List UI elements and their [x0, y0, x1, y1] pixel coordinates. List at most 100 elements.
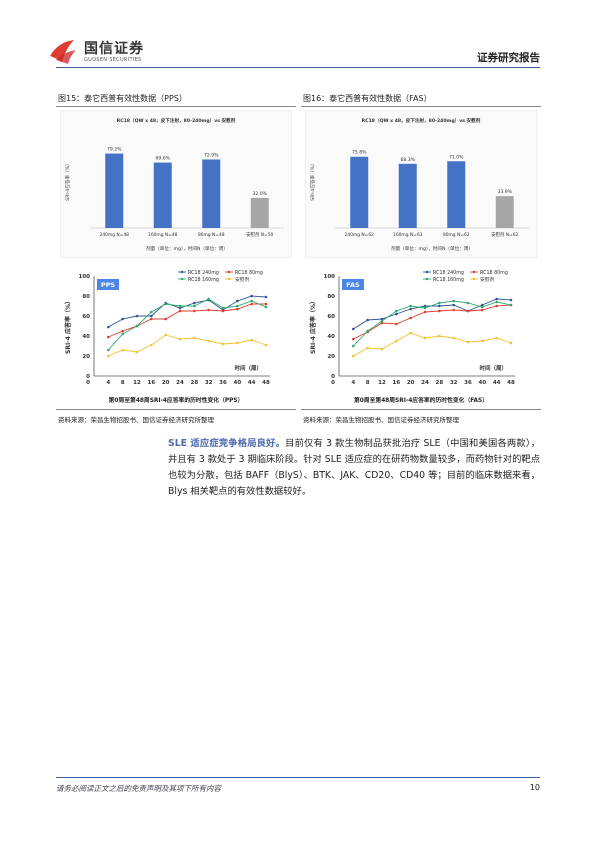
legend-label: RC18 80mg [235, 270, 263, 276]
data-point [178, 306, 182, 310]
legend-marker [472, 277, 476, 281]
data-point [164, 317, 167, 321]
data-point [481, 305, 484, 309]
data-point [178, 309, 182, 313]
data-point [438, 301, 441, 305]
bar [153, 162, 172, 228]
y-tick-label: 0 [331, 374, 335, 380]
data-point [380, 317, 384, 321]
chart-frame [305, 110, 537, 258]
x-tick-label: 16 [148, 380, 156, 386]
logo-mark-icon [50, 40, 76, 64]
data-point [509, 298, 513, 302]
data-point [452, 308, 455, 312]
data-point [452, 299, 455, 303]
x-tick-label: 24 [176, 380, 184, 386]
data-point [121, 317, 124, 321]
x-tick-label: 20 [162, 380, 170, 386]
x-tick-label: 160mg N=63 [393, 232, 423, 238]
data-point [164, 302, 167, 306]
data-point [466, 301, 470, 305]
report-type: 证券研究报告 [477, 52, 540, 64]
data-point [193, 309, 196, 313]
data-point [409, 316, 412, 320]
x-tick-label: 240mg N=48 [100, 232, 130, 238]
legend-label: RC18 80mg [480, 270, 508, 276]
legend-marker [472, 270, 476, 274]
data-point [380, 321, 384, 325]
bar-value-label: 33.9% [497, 189, 512, 195]
logo: 国信证券 GUOSEN SECURITIES [48, 36, 168, 70]
x-tick-label: 28 [191, 380, 199, 386]
data-point [135, 314, 139, 318]
data-point [423, 306, 427, 310]
x-tick-label: 4 [351, 380, 355, 386]
legend-label: RC18 160mg [188, 277, 219, 283]
legend-label: RC18 240mg [433, 270, 464, 276]
bar-chart-fas: RC18（QW x 48，皮下注射，80-240mg）vs 安慰剂 SRI-4应答… [305, 110, 537, 258]
data-point [150, 314, 153, 318]
figure-15-source: 资料来源：荣昌生物招股书、国信证券经济研究所整理 [58, 416, 214, 424]
data-point [409, 331, 412, 335]
x-tick-label: 80mg N=48 [198, 232, 225, 238]
x-tick-label: 80mg N=62 [443, 232, 470, 238]
data-point [423, 304, 427, 308]
figure-16-source: 资料来源：荣昌生物招股书、国信证券经济研究所整理 [303, 416, 459, 424]
legend-marker [180, 270, 184, 274]
data-point [221, 306, 225, 310]
x-tick-label: 44 [493, 380, 501, 386]
data-point [107, 348, 110, 352]
bar [495, 196, 514, 228]
data-point [264, 295, 268, 299]
data-point [395, 339, 398, 343]
y-axis-label: SRI-4应答率（%） [309, 161, 316, 200]
data-point [264, 305, 268, 309]
y-tick-label: 0 [86, 374, 90, 380]
x-axis-label: 剂量（单位：mg），时间N（单位：周） [146, 245, 228, 252]
bar-value-label: 68.3% [400, 157, 415, 163]
x-tick-label: 36 [219, 380, 227, 386]
data-point [236, 304, 239, 308]
legend-marker [425, 277, 429, 281]
data-point [423, 336, 427, 340]
data-point [509, 341, 513, 345]
page-number: 10 [529, 783, 540, 792]
data-point [207, 297, 210, 301]
data-point [395, 322, 398, 326]
x-tick-label: 24 [421, 380, 429, 386]
x-tick-label: 8 [366, 380, 370, 386]
footer-divider [56, 777, 540, 778]
data-point [481, 303, 484, 307]
figure-15-bottom-rule [56, 409, 296, 410]
data-point [193, 304, 196, 308]
legend-label: 安慰剂 [235, 276, 250, 283]
x-tick-label: 8 [121, 380, 125, 386]
bar [250, 197, 269, 228]
data-point [452, 303, 455, 307]
bar [202, 159, 221, 228]
x-tick-label: 36 [464, 380, 472, 386]
x-tick-label: 28 [436, 380, 444, 386]
y-tick-label: 20 [327, 354, 335, 360]
data-point [366, 318, 369, 322]
data-point [250, 294, 253, 298]
bar-chart-pps: RC18（QW x 48，皮下注射，80-240mg）vs 安慰剂 SRI-4应答… [60, 110, 292, 258]
data-point [366, 329, 369, 333]
x-tick-label: 16 [393, 380, 401, 386]
series-line [108, 334, 267, 357]
series-line [353, 300, 512, 347]
data-point [121, 348, 124, 352]
data-point [481, 339, 484, 343]
figure-15-caption: 图15：泰它西普有效性数据（PPS） [58, 94, 187, 103]
x-tick-label: 12 [133, 380, 141, 386]
legend-label: RC18 160mg [433, 277, 464, 283]
footer-disclaimer: 请务必阅读正文之后的免责声明及其项下所有内容 [56, 784, 221, 793]
paragraph-highlight: SLE 适应症竞争格局良好。 [168, 438, 286, 449]
chart-tag-label: FAS [346, 281, 360, 289]
y-tick-label: 80 [82, 294, 90, 300]
figure-15-rule [56, 106, 296, 107]
data-point [178, 304, 182, 308]
chart-frame [60, 110, 292, 258]
